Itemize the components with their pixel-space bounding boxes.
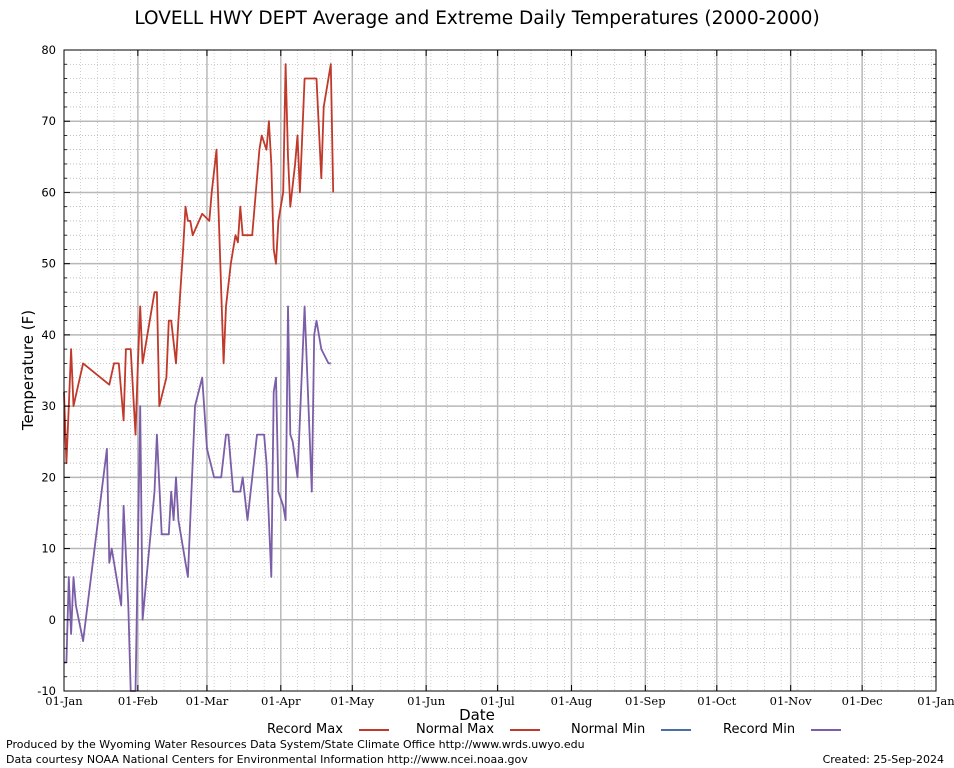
legend-label-record-min: Record Min [723,722,796,737]
legend-item-normal-max: Normal Max [416,722,541,737]
x-tick-label: 01-Feb [118,694,158,708]
footer-created: Created: 25-Sep-2024 [822,753,944,766]
legend-label-normal-max: Normal Max [416,722,495,737]
legend-swatch-record-min [811,728,842,731]
series-layer [63,63,335,692]
y-tick-label: 40 [41,328,56,342]
y-tick-label: 20 [41,470,56,484]
y-tick-label: 70 [41,114,56,128]
legend-swatch-normal-min [661,728,692,731]
legend-item-record-max: Record Max [267,722,389,737]
y-tick-label: -10 [37,684,56,698]
y-tick-label: 30 [41,399,56,413]
legend-label-normal-min: Normal Min [571,722,646,737]
x-tick-label: 01-Jan [917,694,954,708]
series-line-record-max [63,63,335,465]
legend-swatch-normal-max [510,728,541,731]
x-tick-label: 01-Nov [770,694,813,708]
y-tick-label: 10 [41,542,56,556]
x-tick-label: 01-Apr [261,694,301,708]
x-tick-label: 01-Jan [45,694,83,708]
plot-frame [63,49,937,692]
footer-produced-by: Produced by the Wyoming Water Resources … [6,738,585,751]
grid [64,50,936,691]
x-tick-label: 01-Jun [407,694,446,708]
x-axis-label: Date [459,706,495,724]
x-tick-label: 01-Mar [186,694,229,708]
legend-item-normal-min: Normal Min [571,722,692,737]
x-tick-label: 01-Aug [551,694,593,708]
footer-data-courtesy: Data courtesy NOAA National Centers for … [6,753,528,766]
tick-layer: -10 0 10 20 30 40 50 60 70 80 01-Jan 01-Feb 01-Mar 01… [37,43,954,708]
x-tick-label: 01-Jul [481,694,516,708]
x-tick-label: 01-Oct [697,694,736,708]
legend-item-record-min: Record Min [723,722,842,737]
y-tick-label: 0 [49,613,56,627]
y-tick-label: 50 [41,257,56,271]
x-tick-label: 01-May [330,694,374,708]
x-tick-label: 01-Sep [625,694,666,708]
legend-swatch-record-max [358,728,389,731]
legend-label-record-max: Record Max [267,722,343,737]
chart-title: LOVELL HWY DEPT Average and Extreme Dail… [134,8,820,29]
y-tick-label: 60 [41,185,56,199]
y-tick-label: 80 [41,43,56,57]
x-tick-label: 01-Dec [842,694,883,708]
series-line-record-min [64,305,331,692]
